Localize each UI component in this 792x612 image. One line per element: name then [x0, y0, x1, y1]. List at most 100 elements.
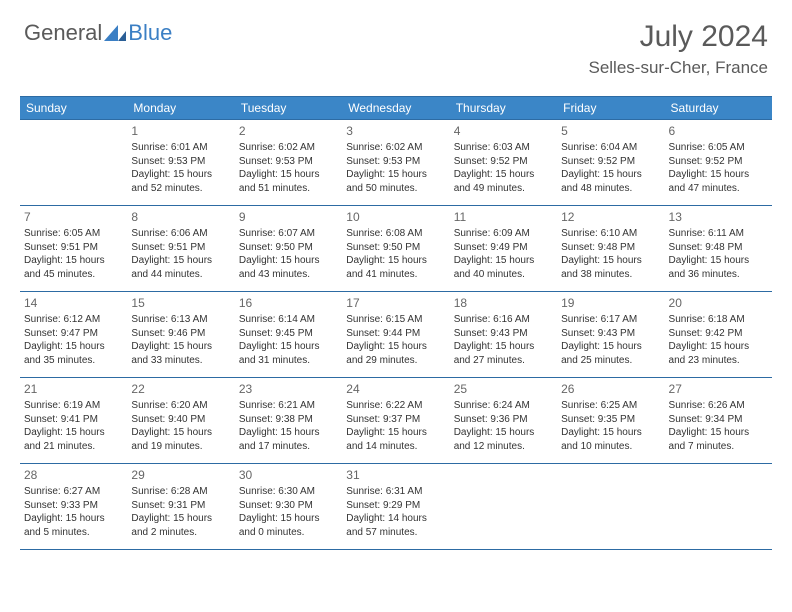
day-number: 15 — [131, 295, 230, 311]
brand-triangle-icon — [104, 25, 126, 41]
day-number: 16 — [239, 295, 338, 311]
weekday-header: Wednesday — [342, 97, 449, 120]
sunrise-line: Sunrise: 6:27 AM — [24, 485, 123, 499]
day-number: 18 — [454, 295, 553, 311]
sunset-line: Sunset: 9:53 PM — [239, 155, 338, 169]
day-number: 8 — [131, 209, 230, 225]
calendar-day-cell: 19Sunrise: 6:17 AMSunset: 9:43 PMDayligh… — [557, 292, 664, 378]
daylight-line: Daylight: 15 hours and 41 minutes. — [346, 254, 445, 281]
calendar-day-cell: 8Sunrise: 6:06 AMSunset: 9:51 PMDaylight… — [127, 206, 234, 292]
sunrise-line: Sunrise: 6:10 AM — [561, 227, 660, 241]
sunset-line: Sunset: 9:41 PM — [24, 413, 123, 427]
daylight-line: Daylight: 15 hours and 7 minutes. — [669, 426, 768, 453]
day-number: 2 — [239, 123, 338, 139]
day-number: 6 — [669, 123, 768, 139]
month-title: July 2024 — [588, 20, 768, 54]
daylight-line: Daylight: 15 hours and 10 minutes. — [561, 426, 660, 453]
daylight-line: Daylight: 15 hours and 36 minutes. — [669, 254, 768, 281]
brand-logo: General Blue — [24, 20, 172, 46]
sunset-line: Sunset: 9:49 PM — [454, 241, 553, 255]
sunset-line: Sunset: 9:48 PM — [669, 241, 768, 255]
day-number: 20 — [669, 295, 768, 311]
sunset-line: Sunset: 9:48 PM — [561, 241, 660, 255]
calendar-week-row: 7Sunrise: 6:05 AMSunset: 9:51 PMDaylight… — [20, 206, 772, 292]
sunset-line: Sunset: 9:34 PM — [669, 413, 768, 427]
day-number: 7 — [24, 209, 123, 225]
day-number: 29 — [131, 467, 230, 483]
daylight-line: Daylight: 14 hours and 57 minutes. — [346, 512, 445, 539]
sunrise-line: Sunrise: 6:14 AM — [239, 313, 338, 327]
title-block: July 2024 Selles-sur-Cher, France — [588, 20, 768, 78]
sunrise-line: Sunrise: 6:18 AM — [669, 313, 768, 327]
day-number: 31 — [346, 467, 445, 483]
calendar-day-cell: 13Sunrise: 6:11 AMSunset: 9:48 PMDayligh… — [665, 206, 772, 292]
daylight-line: Daylight: 15 hours and 29 minutes. — [346, 340, 445, 367]
sunrise-line: Sunrise: 6:13 AM — [131, 313, 230, 327]
calendar-day-cell: 10Sunrise: 6:08 AMSunset: 9:50 PMDayligh… — [342, 206, 449, 292]
calendar-table: SundayMondayTuesdayWednesdayThursdayFrid… — [20, 96, 772, 550]
sunset-line: Sunset: 9:50 PM — [346, 241, 445, 255]
sunrise-line: Sunrise: 6:19 AM — [24, 399, 123, 413]
day-number: 11 — [454, 209, 553, 225]
calendar-day-cell: 26Sunrise: 6:25 AMSunset: 9:35 PMDayligh… — [557, 378, 664, 464]
sunset-line: Sunset: 9:40 PM — [131, 413, 230, 427]
calendar-body: 1Sunrise: 6:01 AMSunset: 9:53 PMDaylight… — [20, 120, 772, 550]
calendar-day-cell: 28Sunrise: 6:27 AMSunset: 9:33 PMDayligh… — [20, 464, 127, 550]
sunset-line: Sunset: 9:43 PM — [454, 327, 553, 341]
sunrise-line: Sunrise: 6:20 AM — [131, 399, 230, 413]
day-number: 17 — [346, 295, 445, 311]
daylight-line: Daylight: 15 hours and 47 minutes. — [669, 168, 768, 195]
day-number: 10 — [346, 209, 445, 225]
daylight-line: Daylight: 15 hours and 19 minutes. — [131, 426, 230, 453]
day-number: 19 — [561, 295, 660, 311]
sunrise-line: Sunrise: 6:02 AM — [346, 141, 445, 155]
sunset-line: Sunset: 9:35 PM — [561, 413, 660, 427]
sunrise-line: Sunrise: 6:26 AM — [669, 399, 768, 413]
sunrise-line: Sunrise: 6:15 AM — [346, 313, 445, 327]
calendar-week-row: 1Sunrise: 6:01 AMSunset: 9:53 PMDaylight… — [20, 120, 772, 206]
daylight-line: Daylight: 15 hours and 0 minutes. — [239, 512, 338, 539]
calendar-day-cell: 25Sunrise: 6:24 AMSunset: 9:36 PMDayligh… — [450, 378, 557, 464]
day-number: 23 — [239, 381, 338, 397]
daylight-line: Daylight: 15 hours and 44 minutes. — [131, 254, 230, 281]
sunset-line: Sunset: 9:42 PM — [669, 327, 768, 341]
sunrise-line: Sunrise: 6:04 AM — [561, 141, 660, 155]
calendar-day-cell — [665, 464, 772, 550]
sunrise-line: Sunrise: 6:02 AM — [239, 141, 338, 155]
calendar-day-cell: 22Sunrise: 6:20 AMSunset: 9:40 PMDayligh… — [127, 378, 234, 464]
location-label: Selles-sur-Cher, France — [588, 58, 768, 78]
sunset-line: Sunset: 9:52 PM — [561, 155, 660, 169]
weekday-header: Sunday — [20, 97, 127, 120]
calendar-day-cell: 17Sunrise: 6:15 AMSunset: 9:44 PMDayligh… — [342, 292, 449, 378]
calendar-day-cell: 11Sunrise: 6:09 AMSunset: 9:49 PMDayligh… — [450, 206, 557, 292]
calendar-day-cell: 30Sunrise: 6:30 AMSunset: 9:30 PMDayligh… — [235, 464, 342, 550]
calendar-day-cell: 15Sunrise: 6:13 AMSunset: 9:46 PMDayligh… — [127, 292, 234, 378]
calendar-day-cell: 20Sunrise: 6:18 AMSunset: 9:42 PMDayligh… — [665, 292, 772, 378]
daylight-line: Daylight: 15 hours and 51 minutes. — [239, 168, 338, 195]
weekday-header: Saturday — [665, 97, 772, 120]
sunset-line: Sunset: 9:38 PM — [239, 413, 338, 427]
sunset-line: Sunset: 9:31 PM — [131, 499, 230, 513]
daylight-line: Daylight: 15 hours and 50 minutes. — [346, 168, 445, 195]
calendar-day-cell: 1Sunrise: 6:01 AMSunset: 9:53 PMDaylight… — [127, 120, 234, 206]
daylight-line: Daylight: 15 hours and 35 minutes. — [24, 340, 123, 367]
sunset-line: Sunset: 9:52 PM — [669, 155, 768, 169]
calendar-day-cell: 9Sunrise: 6:07 AMSunset: 9:50 PMDaylight… — [235, 206, 342, 292]
sunrise-line: Sunrise: 6:06 AM — [131, 227, 230, 241]
sunrise-line: Sunrise: 6:09 AM — [454, 227, 553, 241]
weekday-header: Monday — [127, 97, 234, 120]
calendar-day-cell: 5Sunrise: 6:04 AMSunset: 9:52 PMDaylight… — [557, 120, 664, 206]
daylight-line: Daylight: 15 hours and 43 minutes. — [239, 254, 338, 281]
day-number: 14 — [24, 295, 123, 311]
daylight-line: Daylight: 15 hours and 45 minutes. — [24, 254, 123, 281]
day-number: 21 — [24, 381, 123, 397]
weekday-header: Thursday — [450, 97, 557, 120]
daylight-line: Daylight: 15 hours and 48 minutes. — [561, 168, 660, 195]
sunrise-line: Sunrise: 6:16 AM — [454, 313, 553, 327]
day-number: 4 — [454, 123, 553, 139]
daylight-line: Daylight: 15 hours and 31 minutes. — [239, 340, 338, 367]
sunrise-line: Sunrise: 6:07 AM — [239, 227, 338, 241]
brand-text-blue: Blue — [128, 20, 172, 46]
sunrise-line: Sunrise: 6:12 AM — [24, 313, 123, 327]
calendar-week-row: 28Sunrise: 6:27 AMSunset: 9:33 PMDayligh… — [20, 464, 772, 550]
